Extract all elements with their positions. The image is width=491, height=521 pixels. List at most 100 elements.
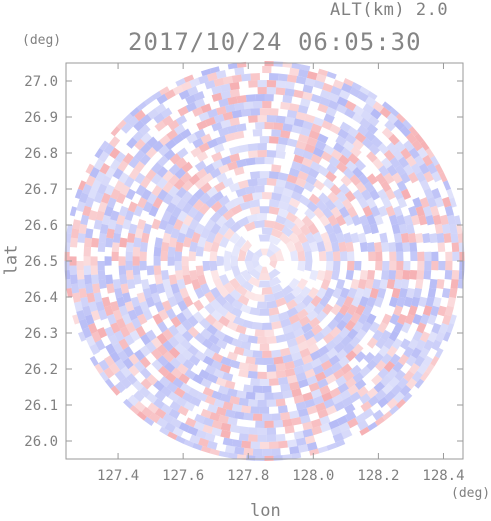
heatmap-cell (266, 248, 276, 258)
heatmap-cell (211, 427, 223, 437)
heatmap-cell (309, 161, 322, 172)
heatmap-cell (247, 178, 258, 187)
heatmap-cell (403, 346, 415, 358)
heatmap-cell (403, 214, 413, 226)
heatmap-cell (355, 413, 367, 424)
heatmap-cell (133, 120, 145, 132)
heatmap-cell (198, 111, 210, 122)
heatmap-cell (114, 180, 125, 192)
heatmap-cell (87, 322, 98, 335)
heatmap-cell (159, 86, 170, 96)
heatmap-cell (183, 401, 196, 412)
heatmap-cell (326, 163, 339, 175)
heatmap-cell (85, 163, 95, 175)
heatmap-cell (370, 108, 382, 120)
heatmap-cell (271, 320, 282, 330)
heatmap-cell (407, 338, 419, 351)
heatmap-cell (187, 326, 200, 338)
heatmap-cell (151, 359, 163, 371)
heatmap-cell (133, 349, 146, 362)
heatmap-cell (174, 261, 182, 271)
heatmap-cell (418, 296, 428, 308)
heatmap-cell (146, 374, 158, 386)
heatmap-cell (239, 303, 252, 314)
heatmap-cell (434, 196, 445, 208)
heatmap-cell (286, 138, 298, 148)
heatmap-cell (250, 441, 260, 449)
heatmap-cell (233, 166, 245, 176)
heatmap-cell (136, 292, 147, 304)
heatmap-cell (336, 161, 348, 173)
heatmap-cell (319, 415, 331, 426)
heatmap-cell (341, 198, 353, 210)
heatmap-cell (299, 164, 311, 175)
heatmap-cell (187, 344, 199, 357)
heatmap-cell (345, 350, 357, 362)
heatmap-cell (328, 231, 338, 244)
heatmap-cell (402, 119, 413, 130)
heatmap-cell (168, 274, 178, 285)
heatmap-cell (100, 192, 111, 204)
heatmap-cell (317, 165, 330, 177)
heatmap-cell (449, 223, 458, 235)
heatmap-cell (174, 251, 182, 261)
heatmap-field (64, 61, 465, 461)
heatmap-cell (90, 256, 98, 266)
heatmap-cell (209, 222, 222, 235)
heatmap-cell (329, 326, 342, 338)
heatmap-cell (205, 231, 217, 244)
heatmap-cell (103, 367, 115, 379)
heatmap-cell (191, 231, 201, 244)
heatmap-cell (181, 265, 190, 276)
heatmap-cell (293, 394, 305, 404)
heatmap-cell (290, 320, 303, 332)
heatmap-cell (106, 313, 117, 325)
heatmap-cell (139, 300, 150, 313)
heatmap-cell (280, 194, 292, 204)
heatmap-cell (320, 231, 331, 244)
heatmap-cell (261, 192, 273, 200)
heatmap-cell (266, 300, 278, 309)
heatmap-cell (94, 363, 104, 375)
heatmap-cell (297, 278, 309, 291)
heatmap-cell (394, 369, 406, 382)
heatmap-cell (450, 279, 459, 289)
heatmap-cell (365, 197, 377, 209)
heatmap-cell (222, 401, 234, 411)
heatmap-cell (130, 296, 141, 308)
y-tick-label: 26.9 (24, 110, 58, 126)
heatmap-cell (77, 232, 86, 243)
heatmap-cell (209, 298, 222, 311)
heatmap-cell (156, 283, 166, 294)
heatmap-cell (220, 155, 232, 166)
heatmap-cell (103, 143, 115, 155)
heatmap-cell (298, 69, 309, 78)
heatmap-cell (269, 261, 278, 269)
heatmap-cell (310, 418, 322, 429)
heatmap-cell (220, 90, 232, 100)
heatmap-cell (223, 261, 232, 272)
heatmap-cell (159, 426, 170, 436)
heatmap-cell (431, 251, 439, 261)
heatmap-cell (131, 317, 142, 330)
heatmap-cell (352, 371, 365, 384)
heatmap-cell (275, 87, 286, 96)
heatmap-cell (343, 214, 354, 227)
heatmap-cell (268, 108, 279, 116)
heatmap-cell (438, 261, 446, 271)
heatmap-cell (133, 390, 145, 402)
heatmap-cell (167, 324, 180, 337)
heatmap-cell (258, 273, 271, 281)
heatmap-cell (176, 147, 189, 159)
heatmap-cell (262, 66, 272, 74)
heatmap-cell (340, 175, 353, 187)
heatmap-cell (399, 338, 411, 350)
heatmap-cell (415, 232, 424, 244)
heatmap-cell (381, 157, 393, 169)
heatmap-cell (291, 388, 303, 398)
heatmap-cell (386, 397, 399, 410)
heatmap-cell (304, 302, 316, 315)
heatmap-cell (450, 233, 459, 243)
heatmap-cell (104, 256, 112, 266)
heatmap-cell (403, 370, 415, 382)
